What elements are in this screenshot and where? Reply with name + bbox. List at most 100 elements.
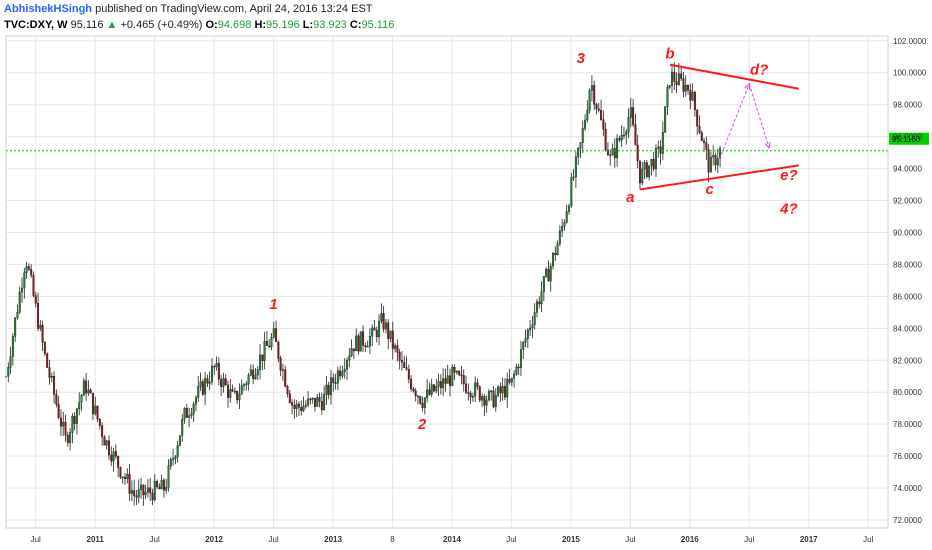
y-tick-label: 98.0000 <box>893 101 922 110</box>
candle-up <box>247 375 250 385</box>
candle-down <box>609 154 612 157</box>
candle-up <box>210 365 213 383</box>
candle-up <box>75 408 78 424</box>
candle-up <box>336 370 339 384</box>
candle-up <box>78 401 81 410</box>
candle-up <box>197 386 200 398</box>
candle-down <box>103 436 106 446</box>
x-tick-label: 2017 <box>800 535 818 544</box>
candle-down <box>689 89 692 101</box>
candle-up <box>574 156 577 178</box>
candle-down <box>382 313 385 330</box>
candle-down <box>538 301 541 305</box>
candle-down <box>46 353 49 368</box>
candle-up <box>140 484 143 490</box>
candle-up <box>208 381 211 384</box>
candle-up <box>716 158 719 166</box>
candle-down <box>66 435 69 443</box>
candle-down <box>297 403 300 408</box>
y-tick-label: 92.0000 <box>893 197 922 206</box>
candle-down <box>151 492 154 501</box>
candle-up <box>558 230 561 244</box>
candle-down <box>261 354 264 362</box>
candle-down <box>632 107 635 125</box>
author-name[interactable]: AbhishekHSingh <box>4 3 93 15</box>
candle-down <box>597 108 600 111</box>
candle-down <box>309 398 312 401</box>
candle-down <box>339 370 342 377</box>
candle-up <box>490 390 493 393</box>
candle-down <box>320 401 323 411</box>
candle-up <box>533 312 536 325</box>
close-label: C: <box>349 19 362 31</box>
candle-up <box>506 379 509 398</box>
current-price-tag <box>889 132 929 145</box>
candle-up <box>183 408 186 420</box>
candle-down <box>133 490 136 496</box>
candle-up <box>712 155 715 158</box>
candle-down <box>508 379 511 383</box>
candle-down <box>634 124 637 146</box>
candle-down <box>128 473 131 494</box>
symbol-name[interactable]: TVC:DXY, W <box>4 19 68 31</box>
candle-up <box>590 85 593 91</box>
candle-up <box>259 354 262 370</box>
candle-up <box>561 226 564 232</box>
y-tick-label: 76.0000 <box>893 452 922 461</box>
candle-down <box>220 378 223 387</box>
low-value: 93.923 <box>313 19 347 31</box>
candle-up <box>684 84 687 92</box>
x-tick-label: 2011 <box>87 535 105 544</box>
candle-down <box>268 345 271 348</box>
candle-down <box>206 378 209 384</box>
candle-down <box>293 404 296 409</box>
open-value: 94.698 <box>217 19 252 31</box>
x-tick-label: 8 <box>390 535 395 544</box>
candle-up <box>348 355 351 361</box>
candle-up <box>384 322 387 330</box>
candle-up <box>510 377 513 383</box>
candle-up <box>494 395 497 408</box>
candle-up <box>165 487 168 491</box>
candle-down <box>224 378 227 386</box>
candle-down <box>213 365 216 368</box>
candle-down <box>421 403 424 408</box>
x-tick-label: Jul <box>150 535 160 544</box>
candle-down <box>398 351 401 361</box>
candle-up <box>648 165 651 178</box>
candle-up <box>325 384 328 395</box>
candle-up <box>341 371 344 377</box>
candle-up <box>485 399 488 406</box>
candle-down <box>362 331 365 346</box>
x-tick-label: Jul <box>268 535 278 544</box>
published-text: published on TradingView.com, April 24, … <box>95 3 373 15</box>
candle-down <box>91 392 94 415</box>
candle-down <box>55 394 58 405</box>
candle-up <box>249 369 252 376</box>
candle-up <box>69 432 72 443</box>
candle-down <box>85 380 88 394</box>
candle-down <box>291 402 294 406</box>
candle-up <box>661 132 664 154</box>
candle-up <box>178 435 181 446</box>
candle-down <box>119 467 122 478</box>
candle-down <box>364 345 367 347</box>
current-price-label: 95.1160 <box>892 135 921 144</box>
candle-down <box>121 476 124 479</box>
candle-down <box>696 109 699 127</box>
candle-up <box>423 397 426 408</box>
candle-up <box>474 382 477 397</box>
candle-up <box>531 324 534 329</box>
candle-down <box>34 295 37 304</box>
candle-down <box>419 396 422 404</box>
candle-up <box>584 119 587 129</box>
candle-down <box>101 425 104 438</box>
candle-up <box>394 345 397 349</box>
symbol-info: TVC:DXY, W 95.116 ▲ +0.465 (+0.49%) O:94… <box>4 19 394 31</box>
candle-up <box>82 380 85 396</box>
candle-down <box>593 85 596 105</box>
candle-down <box>444 378 447 384</box>
candle-down <box>357 335 360 352</box>
